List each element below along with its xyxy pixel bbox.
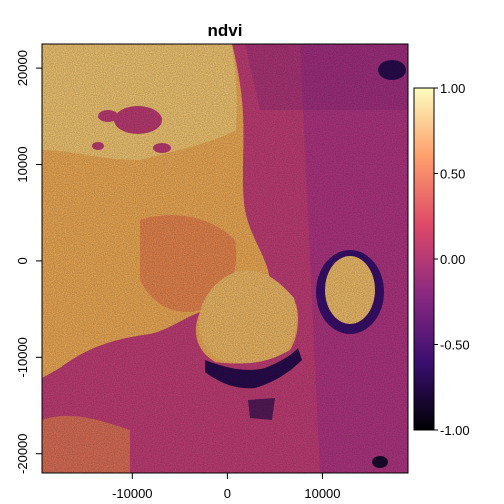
y-tick-label: -20000 <box>15 433 30 473</box>
map-frame <box>41 43 409 474</box>
legend-tick-label: -1.00 <box>440 423 470 438</box>
map-title: ndvi <box>208 21 243 40</box>
color-legend: 1.00 0.50 0.00 -0.50 -1.00 <box>413 81 470 438</box>
ndvi-raster <box>42 44 408 473</box>
colorbar-ticks: 1.00 0.50 0.00 -0.50 -1.00 <box>434 81 470 438</box>
x-tick-label: -10000 <box>112 486 152 501</box>
y-axis: -20000 -10000 0 10000 20000 <box>15 50 42 474</box>
y-tick-label: 10000 <box>15 146 30 182</box>
x-tick-label: 0 <box>224 486 231 501</box>
y-tick-label: 0 <box>15 257 30 264</box>
legend-tick-label: -0.50 <box>440 338 470 353</box>
legend-tick-label: 0.50 <box>440 167 465 182</box>
colorbar <box>413 87 435 431</box>
legend-tick-label: 1.00 <box>440 81 465 96</box>
y-tick-label: -10000 <box>15 337 30 377</box>
x-axis: -10000 0 10000 <box>112 473 341 501</box>
x-tick-label: 10000 <box>304 486 340 501</box>
legend-tick-label: 0.00 <box>440 252 465 267</box>
y-tick-label: 20000 <box>15 50 30 86</box>
